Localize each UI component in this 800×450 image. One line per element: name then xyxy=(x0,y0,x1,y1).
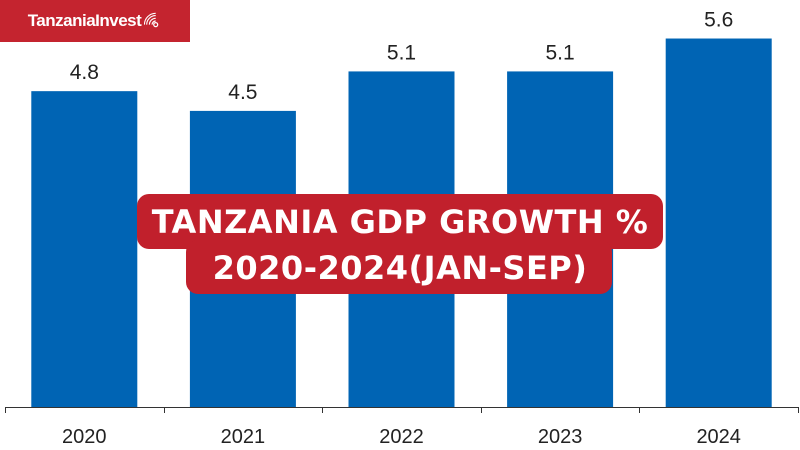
x-tick-label-2022: 2022 xyxy=(379,426,424,448)
x-tick-labels-group: 2020 2021 2022 2023 2024 xyxy=(62,426,741,448)
x-tick-label-2020: 2020 xyxy=(62,426,107,448)
bar-2024 xyxy=(665,38,772,408)
title-background xyxy=(137,194,663,249)
value-label-2022: 5.1 xyxy=(387,41,416,64)
brand-name: TanzaniaInvest xyxy=(27,11,142,30)
x-axis xyxy=(5,407,799,413)
chart-subtitle: 2020-2024(JAN-SEP) xyxy=(212,249,588,287)
value-labels-group: 4.8 4.5 5.1 5.1 5.6 xyxy=(70,9,734,104)
value-label-2023: 5.1 xyxy=(545,41,574,64)
brand-logo: TanzaniaInvest xyxy=(0,0,190,42)
value-label-2021: 4.5 xyxy=(228,81,257,104)
bar-2020 xyxy=(31,91,138,407)
value-label-2024: 5.6 xyxy=(704,9,733,32)
wifi-signal-icon xyxy=(144,12,159,28)
x-tick-label-2024: 2024 xyxy=(696,426,741,448)
value-label-2020: 4.8 xyxy=(70,61,99,84)
chart-title: TANZANIA GDP GROWTH % xyxy=(151,203,649,241)
x-tick-label-2023: 2023 xyxy=(538,426,583,448)
x-tick-label-2021: 2021 xyxy=(221,426,266,448)
subtitle-background xyxy=(186,240,612,294)
